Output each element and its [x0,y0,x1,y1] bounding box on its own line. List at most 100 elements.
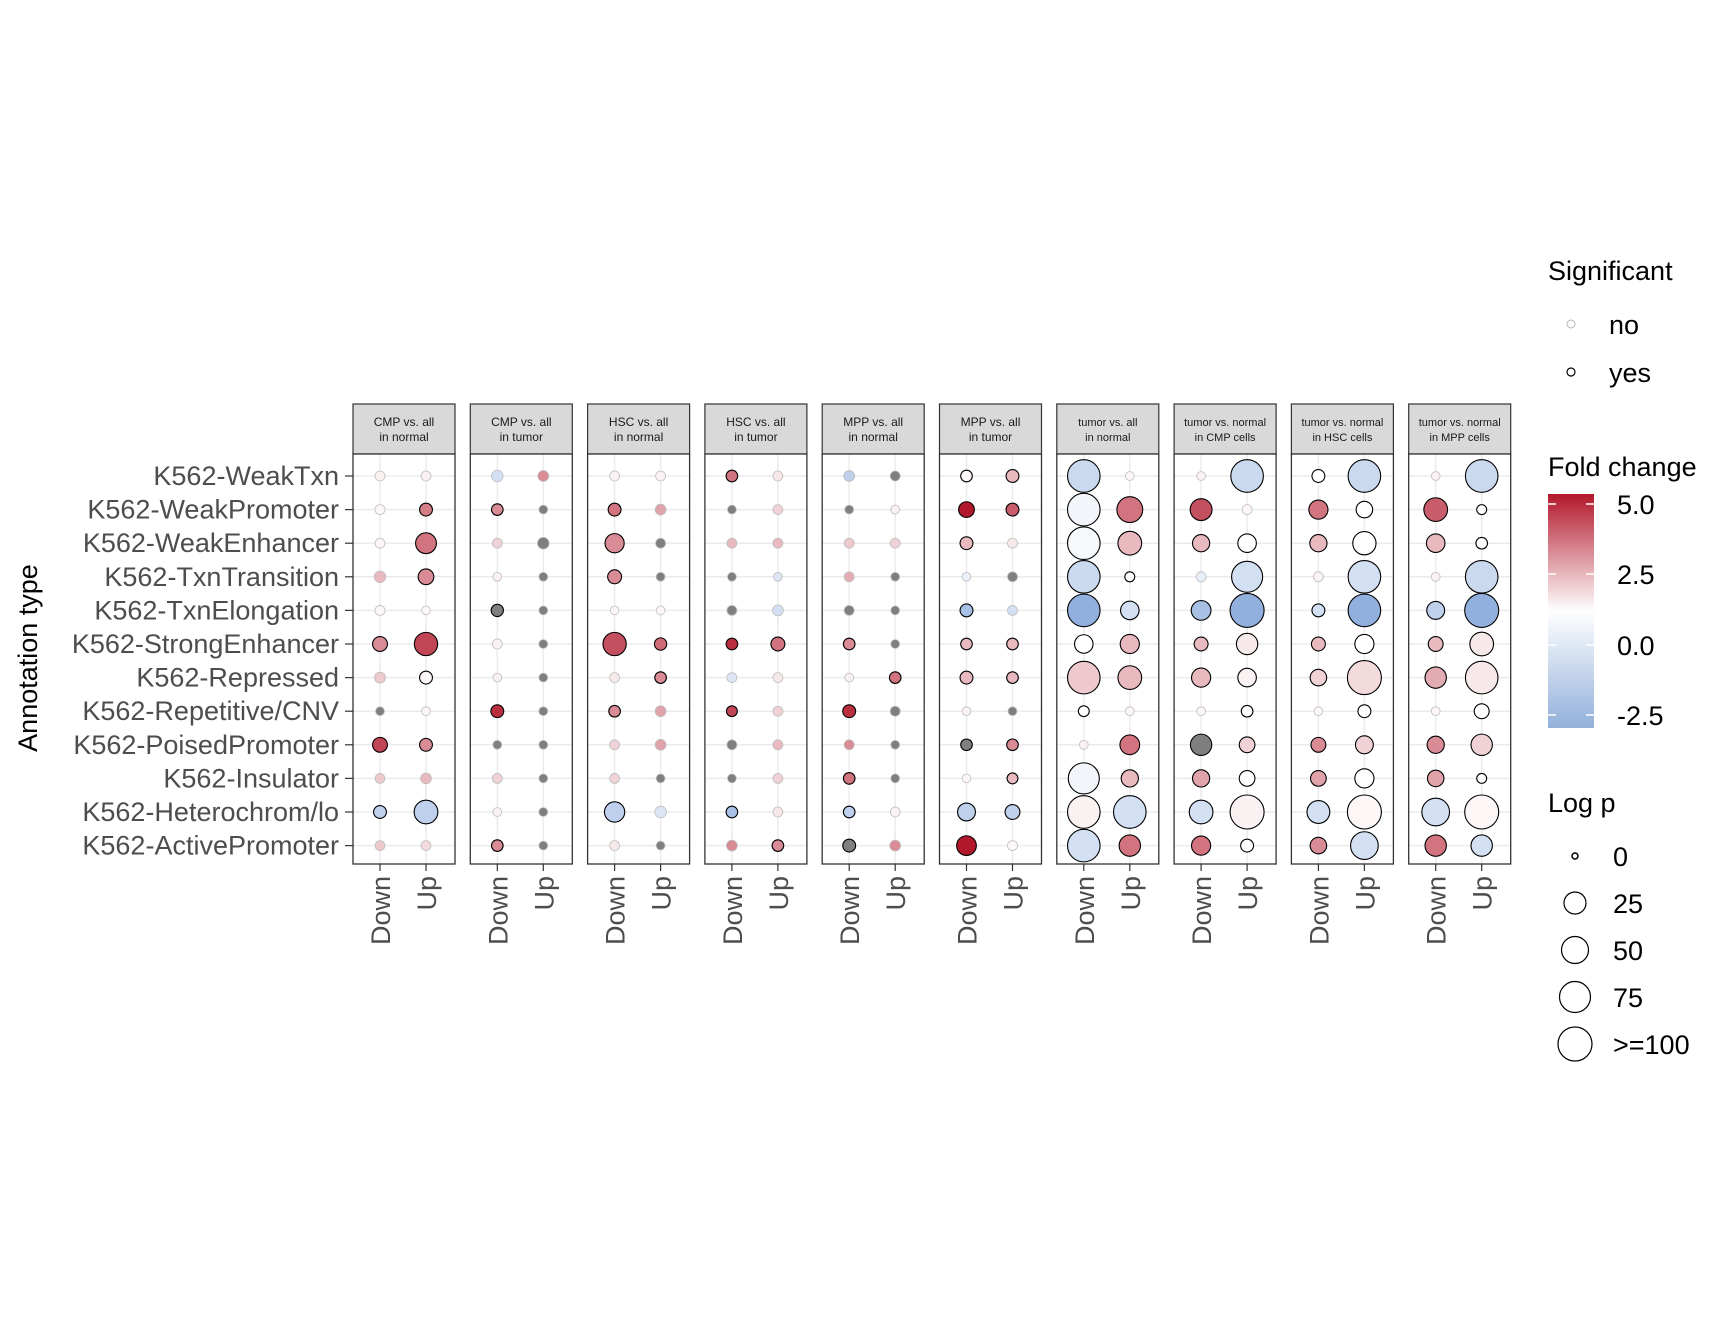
legend-logp-25-label: 25 [1613,889,1643,919]
dot-up [772,739,784,751]
legend-sig-no-label: no [1609,310,1639,340]
dot-down [374,605,386,616]
dot-down [373,570,387,584]
facet-strip [469,403,573,455]
dot-up [1004,804,1021,820]
legend-log-p-title: Log p [1548,788,1616,818]
dot-down [609,605,620,616]
legend-significant-title: Significant [1548,256,1673,286]
legend-logp-0-label: 0 [1613,842,1628,872]
x-tick-label: Down [1070,876,1100,945]
row-label: K562-WeakEnhancer [83,528,339,558]
dot-up [538,672,549,683]
dot-down [727,773,737,784]
dot-up [1229,794,1265,830]
dot-down [1426,735,1445,754]
row-label: K562-Repetitive/CNV [82,696,339,726]
dot-up [1006,738,1019,752]
dot-up [1237,533,1257,554]
facet-panel: tumor vs. all in normal Down Up [1056,403,1160,945]
dot-up [1476,772,1488,784]
dot-up [1473,703,1490,720]
dot-up [1470,733,1493,757]
dot-down [959,536,974,551]
panel-border [1173,453,1277,865]
row-label: K562-WeakTxn [153,461,339,491]
dot-up [655,571,666,582]
dot-up [538,571,549,582]
facet-title: MPP vs. all [843,415,903,429]
facet-title: HSC vs. all [726,415,785,429]
dot-up [889,537,901,549]
dot-up [1007,537,1018,549]
x-tick-label: Down [1422,876,1452,945]
facet-title: tumor vs. all [1078,417,1137,429]
dot-down [1424,666,1447,689]
legend-sig-yes-label: yes [1609,358,1651,388]
dot-down [959,670,974,685]
panel-border [938,453,1043,865]
dot-up [1346,660,1382,696]
x-tick-label: Up [412,876,442,911]
dot-down [602,631,627,657]
dot-down [603,801,626,823]
x-tick-label: Up [1233,876,1263,911]
x-tick-label: Up [1116,876,1146,911]
dot-up [1005,469,1020,483]
facet-strip [1173,403,1277,455]
dot-up [537,470,550,482]
dot-down [1313,706,1324,716]
dot-down [727,504,737,515]
dot-down [490,603,504,618]
dot-up [1124,571,1136,583]
dot-down [961,706,972,716]
dot-down [1189,498,1213,522]
legend-fold-change-colorbar [1548,494,1594,728]
dot-up [1240,704,1254,718]
dot-up [654,805,667,819]
dot-up [413,799,439,825]
panel-border [704,453,808,865]
row-label: K562-TxnTransition [104,562,339,592]
dot-up [655,840,666,851]
dot-up [889,705,901,717]
dot-down [1427,636,1444,652]
dot-up [889,470,901,482]
dot-up [772,705,784,717]
dot-down [372,636,388,652]
facet-panel: tumor vs. normal in HSC cells Down Up [1290,403,1395,945]
panel-background [470,454,573,864]
dot-down [1190,599,1212,621]
dot-up [654,738,667,751]
dot-up [538,773,549,784]
dot-down [607,502,622,517]
dot-down [1191,534,1211,553]
x-tick-label: Down [953,876,983,945]
dot-down [726,739,738,751]
dot-down [490,839,504,852]
dot-up [421,706,431,716]
dot-down [604,533,625,554]
dot-down [374,840,386,851]
dot-down [1066,795,1101,829]
facet-title: MPP vs. all [961,415,1021,429]
row-label: K562-Heterochrom/lo [82,797,339,827]
panel-background [587,454,690,864]
dot-up [1464,459,1499,493]
dot-up [415,532,437,555]
dot-down [959,603,974,618]
panel-background [1291,454,1394,864]
dot-down [960,637,973,651]
dot-up [1119,633,1140,655]
x-tick-label: Up [764,876,794,911]
dot-down [1430,571,1441,582]
dot-up [890,571,900,582]
dot-up [1352,531,1377,556]
legend-sig-no-key [1566,319,1576,329]
dot-up [1235,632,1259,656]
dot-down [1311,469,1326,483]
dot-down [725,637,739,651]
dot-down [1193,636,1209,652]
dot-up [1125,706,1135,716]
facet-title: tumor vs. normal [1301,417,1383,429]
